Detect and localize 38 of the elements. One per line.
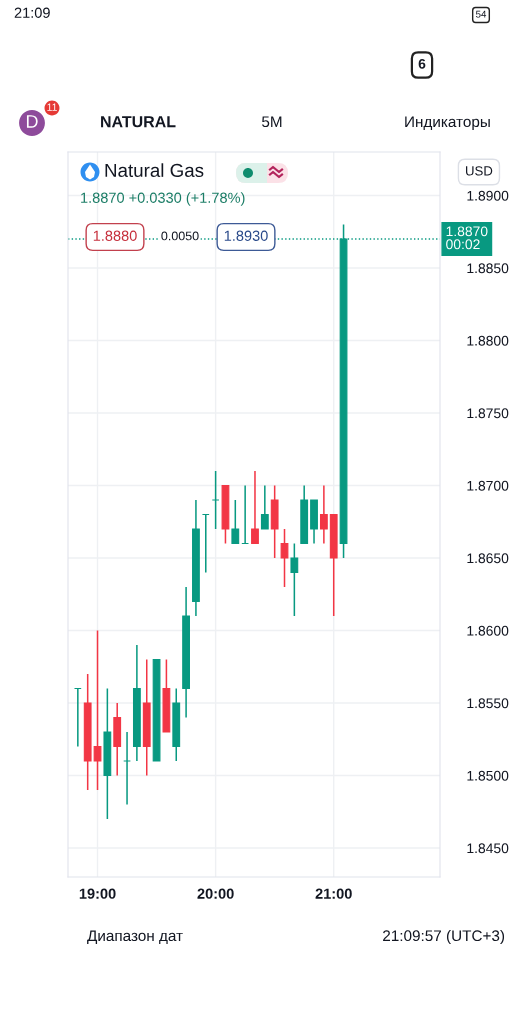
candlestick xyxy=(319,484,328,545)
y-tick-label: 1.8500 xyxy=(467,770,509,781)
candlestick xyxy=(231,499,240,545)
text: 11 xyxy=(47,103,57,111)
text: 21:09:57 (UTC+3) xyxy=(383,929,505,945)
y-tick-label: 1.8750 xyxy=(467,408,509,419)
x-tick-label: 21:00 xyxy=(315,888,352,899)
y-tick-label: 1.8450 xyxy=(467,843,509,854)
text: 5M xyxy=(262,116,282,128)
y-tick-label: 1.8700 xyxy=(467,480,509,491)
text: USD xyxy=(466,166,493,176)
candlestick xyxy=(211,470,220,530)
y-tick-label: 1.8550 xyxy=(467,698,509,709)
y-tick-label: 1.8800 xyxy=(467,335,509,346)
text: 54 xyxy=(475,10,487,18)
y-tick-label: 1.8600 xyxy=(467,625,509,636)
annotation: 1.8930 xyxy=(224,230,268,241)
text: 1.8870 +0.0330 (+1.78%) xyxy=(81,192,245,206)
text: Диапазон дат xyxy=(87,930,183,944)
text: D xyxy=(26,115,38,128)
text: Индикаторы xyxy=(405,116,490,131)
text: 6 xyxy=(418,58,426,69)
chart-title: Natural Gas xyxy=(105,163,204,178)
text: 21:09 xyxy=(14,7,50,18)
candlestick xyxy=(260,484,269,530)
y-tick-label: 1.8650 xyxy=(467,553,509,564)
x-tick-label: 20:00 xyxy=(197,888,234,899)
ref-line-label: 1.8870 00:02 xyxy=(446,226,488,250)
annotation: 1.8880 xyxy=(93,230,137,241)
annotation: 0.0050 xyxy=(161,231,199,241)
candlestick xyxy=(251,470,259,545)
candlestick xyxy=(290,542,299,617)
text: NATURAL xyxy=(101,116,176,128)
x-tick-label: 19:00 xyxy=(79,888,116,899)
candlestick xyxy=(93,629,102,791)
candlestick xyxy=(280,528,289,588)
y-tick-label: 1.8850 xyxy=(467,263,509,274)
y-tick-label: 1.8900 xyxy=(467,190,509,201)
